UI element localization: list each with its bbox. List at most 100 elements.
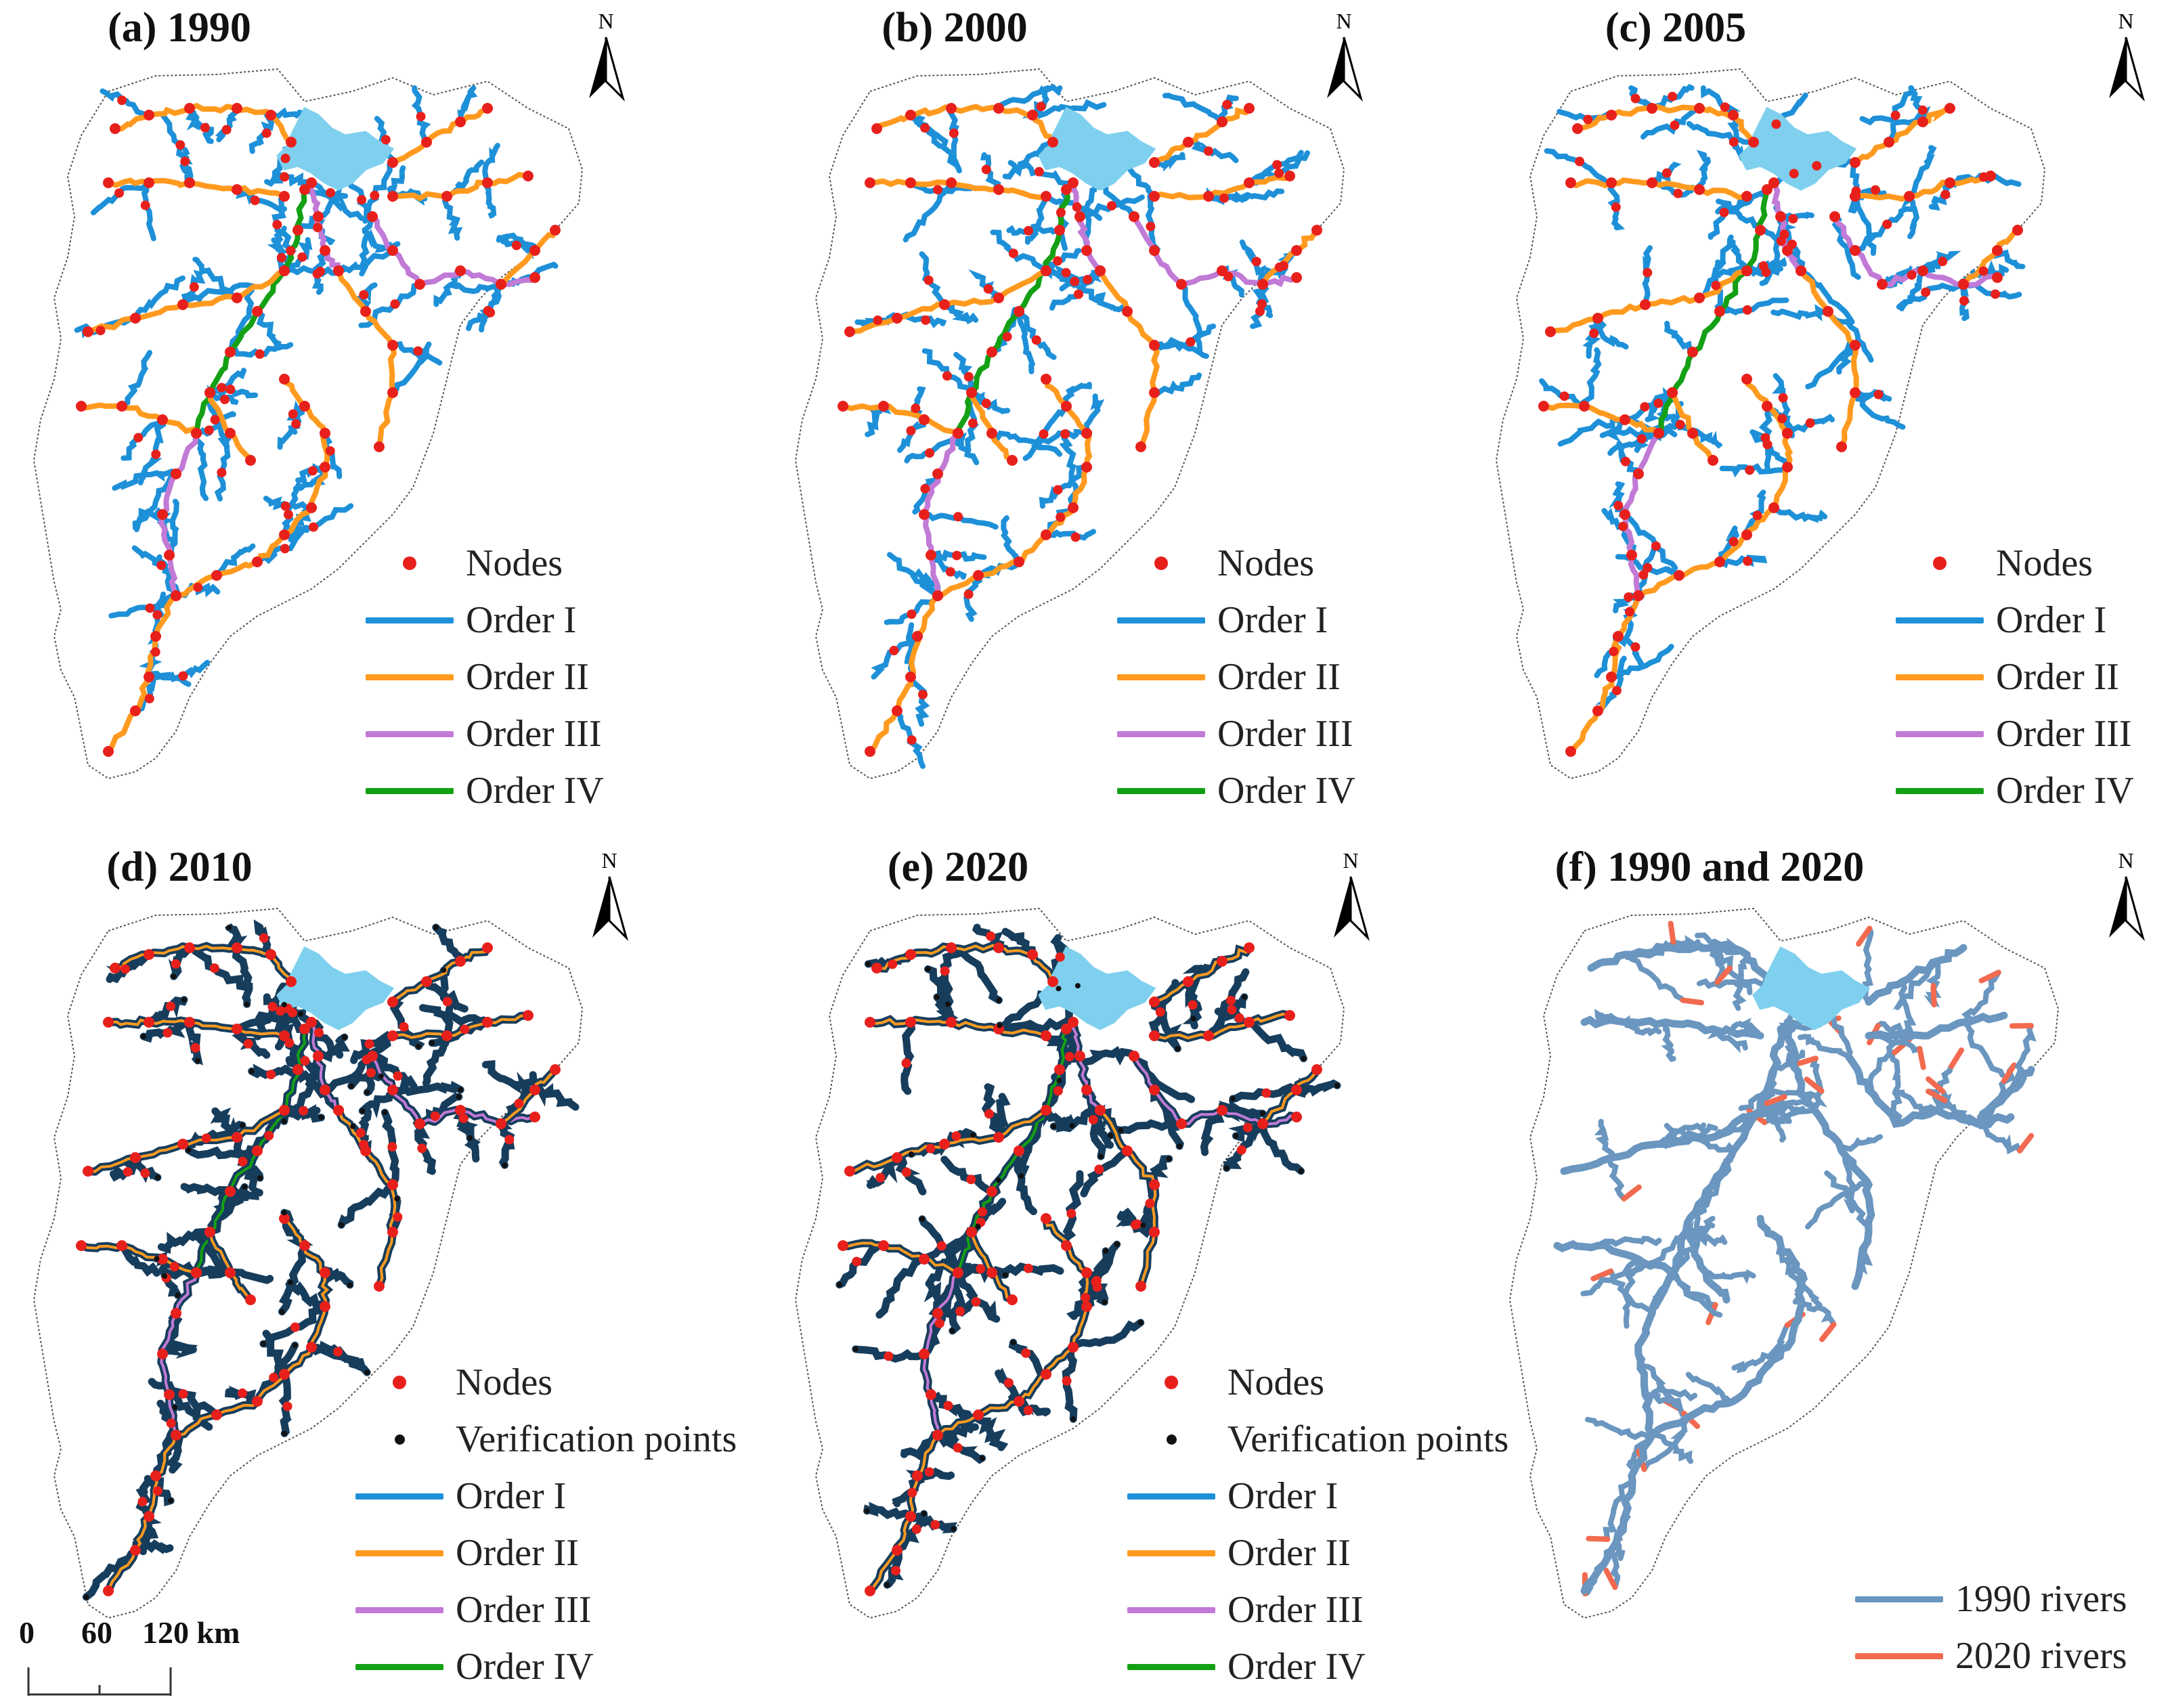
- node-marker: [387, 1085, 398, 1095]
- node-marker: [932, 1430, 943, 1441]
- node-marker: [414, 1118, 425, 1129]
- node-marker: [1630, 642, 1640, 652]
- river-segment-2020: [1926, 1089, 1948, 1103]
- node-marker: [370, 190, 380, 200]
- node-marker: [1311, 1064, 1322, 1075]
- node-marker: [210, 414, 220, 424]
- node-marker: [891, 1566, 901, 1576]
- river-segment-order-1: [947, 944, 1003, 1004]
- node-marker: [184, 177, 195, 188]
- node-marker: [1640, 299, 1651, 310]
- legend-label: Order I: [1227, 1475, 1339, 1517]
- verification-point: [181, 997, 187, 1003]
- node-marker: [1944, 103, 1955, 114]
- node-marker: [1787, 239, 1797, 249]
- legend-label: Verification points: [1227, 1418, 1509, 1460]
- node-marker: [110, 963, 121, 973]
- node-marker: [130, 1152, 141, 1163]
- river-segment-order-1: [1292, 1077, 1341, 1098]
- node-marker: [1583, 114, 1593, 125]
- verification-point: [364, 1089, 370, 1095]
- node-marker: [1234, 1013, 1244, 1023]
- node-marker: [1068, 177, 1079, 188]
- node-marker: [1031, 335, 1041, 345]
- node-marker: [1545, 326, 1556, 337]
- node-marker: [905, 1511, 916, 1522]
- river-segment-order-1: [1106, 1118, 1186, 1139]
- node-marker: [171, 1308, 181, 1319]
- north-arrow-graphic: N: [592, 848, 628, 942]
- node-marker: [1606, 110, 1617, 121]
- legend-item-order4: Order IV: [1117, 762, 1355, 819]
- scale-tick-label: 120 km: [142, 1615, 240, 1650]
- node-marker: [1061, 1240, 1072, 1251]
- basin-boundary: [1495, 68, 2046, 780]
- river-segment-1990: [1648, 1269, 1806, 1439]
- legend-label: Order I: [1217, 599, 1328, 641]
- river-network-map: [794, 68, 1345, 780]
- river-segment-order-1: [1080, 1147, 1131, 1198]
- node-marker: [184, 1017, 195, 1028]
- node-marker: [299, 1105, 309, 1116]
- verification-point: [360, 1108, 366, 1114]
- node-marker: [243, 1038, 253, 1049]
- river-network-map: [1508, 907, 2060, 1619]
- node-marker: [1061, 1024, 1072, 1034]
- node-marker: [1149, 340, 1160, 351]
- node-marker: [307, 466, 318, 476]
- node-marker: [1638, 570, 1649, 580]
- node-marker: [1149, 997, 1160, 1007]
- node-marker: [290, 1322, 300, 1332]
- river-segment-order-1: [1622, 1256, 1642, 1329]
- river-segment-order-1: [186, 944, 253, 992]
- river-segment-2020: [1795, 1055, 1819, 1067]
- node-marker: [204, 425, 214, 435]
- north-arrow-icon: N: [1320, 7, 1368, 102]
- verification-point-icon: [1166, 1434, 1177, 1445]
- node-marker: [1023, 1405, 1033, 1416]
- node-marker: [1958, 279, 1969, 290]
- node-marker: [1122, 1145, 1133, 1156]
- node-marker: [1041, 265, 1051, 276]
- river-segment-order-1: [337, 1181, 397, 1229]
- node-marker: [888, 959, 898, 969]
- river-segment-order-1: [875, 1255, 928, 1319]
- node-marker: [906, 426, 916, 436]
- verification-point: [154, 1256, 160, 1262]
- node-marker: [232, 1132, 242, 1143]
- panel-title: (e) 2020: [887, 844, 1029, 890]
- node-marker: [1796, 265, 1806, 276]
- node-marker: [1789, 169, 1799, 179]
- river-segment-order-1: [1866, 1037, 1899, 1093]
- river-segment-order-2: [1541, 402, 1661, 436]
- node-marker: [1762, 184, 1773, 195]
- node-marker: [1047, 976, 1058, 987]
- river-segment-order-1: [227, 288, 255, 355]
- node-marker: [1203, 1030, 1214, 1041]
- node-marker: [1145, 1198, 1155, 1208]
- node-marker: [1219, 193, 1230, 203]
- verification-point: [921, 1511, 927, 1517]
- basin-group: [1495, 68, 2046, 780]
- river-segment-order-1: [1716, 198, 1763, 233]
- river-segment-order-2: [874, 104, 1056, 145]
- node-marker: [269, 1372, 279, 1382]
- arrow-right-half: [608, 876, 628, 942]
- node-marker: [1007, 455, 1018, 466]
- basin-boundary: [1508, 907, 2060, 1619]
- node-marker: [1054, 1064, 1065, 1075]
- verification-point: [226, 925, 232, 930]
- river-segment-order-1: [1624, 1229, 1689, 1275]
- legend-item-order1: Order I: [1117, 592, 1355, 649]
- node-marker: [993, 184, 1004, 195]
- verification-point: [1137, 1319, 1144, 1326]
- legend: 1990 rivers 2020 rivers: [1855, 1571, 2127, 1684]
- node-marker: [76, 401, 87, 412]
- node-marker: [1782, 462, 1793, 473]
- legend-label: Order III: [1227, 1589, 1364, 1631]
- verification-point: [1056, 986, 1062, 992]
- node-marker: [1088, 1114, 1098, 1124]
- verification-point: [864, 1508, 870, 1514]
- node-marker: [951, 1131, 961, 1141]
- node-marker: [265, 949, 276, 960]
